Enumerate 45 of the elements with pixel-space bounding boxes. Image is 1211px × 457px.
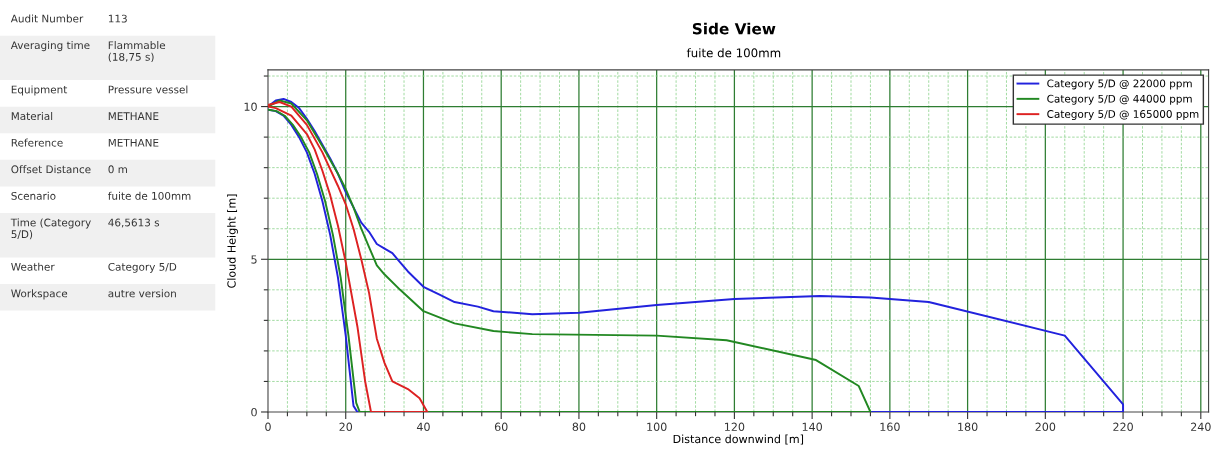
x-tick-label: 180 [958,422,978,431]
x-axis-title: Distance downwind [m] [673,434,804,445]
x-tick-label: 220 [1113,422,1133,431]
text: METHANE [108,138,159,147]
chart-subtitle: fuite de 100mm [686,48,781,58]
text: Pressure vessel [108,85,188,94]
line-series [267,99,872,412]
x-tick-label: 140 [802,422,822,431]
text: Reference [11,138,63,147]
text: Workspace [11,289,68,300]
text: 0 m [108,165,127,174]
text: Material [11,111,53,121]
y-tick-label: 10 [244,102,257,111]
y-tick-label: 5 [251,255,257,264]
x-tick-label: 240 [1191,422,1211,431]
x-tick-label: 0 [265,422,271,431]
text: 113 [108,14,127,23]
text: Equipment [11,85,68,96]
y-axis-title: Cloud Height [m] [227,194,238,288]
x-tick-label: 20 [339,422,353,431]
text: Weather [11,262,55,271]
legend-label: Category 5/D @ 44000 ppm [1047,94,1192,105]
text: Audit Number [10,14,84,23]
x-tick-label: 40 [416,422,430,431]
line-series [267,101,429,412]
x-tick-label: 100 [647,422,667,431]
text: autre version [108,289,176,298]
text: Scenario [11,191,56,200]
x-tick-label: 120 [725,422,745,431]
text: Averaging time [10,41,90,52]
x-tick-label: 160 [880,422,900,431]
x-tick-label: 80 [572,422,586,431]
text: Offset Distance [11,165,91,174]
x-tick-label: 200 [1035,422,1056,431]
text: Time (Category 5/D) [10,218,91,240]
text: 46,5613 s [108,218,160,228]
legend-label: Category 5/D @ 22000 ppm [1047,79,1192,90]
legend-label: Category 5/D @ 165000 ppm [1047,110,1199,120]
chart-title: Side View [692,22,776,35]
text: Flammable (18,75 s) [108,41,166,63]
text: fuite de 100mm [108,191,191,200]
x-tick-label: 60 [494,422,508,431]
text: Category 5/D [108,262,177,273]
y-tick-label: 0 [251,407,257,417]
text: METHANE [108,112,159,120]
